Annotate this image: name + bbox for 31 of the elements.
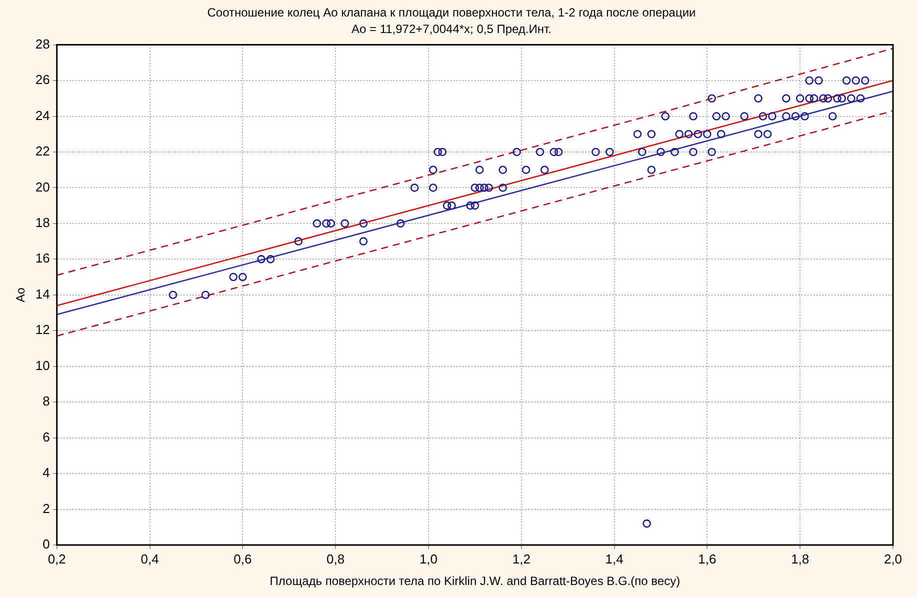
- x-tick-label: 1,2: [512, 551, 530, 566]
- x-axis-title: Площадь поверхности тела по Kirklin J.W. and Barratt-Boyes B.G.(по весу): [270, 574, 680, 588]
- x-tick-label: 1,4: [605, 551, 624, 566]
- y-tick-label: 6: [42, 429, 50, 444]
- y-tick-label: 0: [42, 536, 50, 552]
- chart-subtitle: Ao = 11,972+7,0044*x; 0,5 Пред.Инт.: [351, 22, 552, 36]
- x-tick-label: 0,6: [234, 551, 252, 566]
- y-tick-label: 16: [35, 250, 50, 266]
- chart-title: Соотношение колец Ао клапана к площади поверхности тела, 1-2 года после операции: [207, 6, 696, 20]
- y-tick-label: 22: [35, 144, 50, 159]
- x-tick-label: 1,6: [698, 551, 716, 566]
- y-tick-label: 20: [35, 179, 50, 194]
- y-tick-label: 28: [35, 36, 50, 52]
- x-tick-label: 1,8: [791, 551, 810, 566]
- line-series: [56, 110, 893, 337]
- x-tick-label: 0,4: [140, 551, 159, 566]
- x-tick-label: 0,8: [326, 551, 345, 566]
- y-tick-label: 14: [35, 286, 50, 302]
- line-series: [56, 48, 893, 276]
- x-tick-label: 0,2: [48, 551, 66, 566]
- y-tick-label: 2: [42, 500, 50, 516]
- x-tick-label: 1,0: [419, 551, 438, 566]
- y-tick-label: 18: [35, 215, 50, 230]
- x-tick-label: 2,0: [884, 551, 902, 566]
- y-tick-label: 12: [35, 322, 50, 338]
- y-tick-label: 26: [35, 72, 50, 88]
- y-tick-label: 4: [42, 465, 50, 480]
- y-tick-label: 8: [42, 394, 50, 409]
- y-tick-label: 24: [35, 108, 50, 123]
- y-tick-label: 10: [35, 358, 50, 373]
- y-axis-title: Ao: [14, 287, 28, 302]
